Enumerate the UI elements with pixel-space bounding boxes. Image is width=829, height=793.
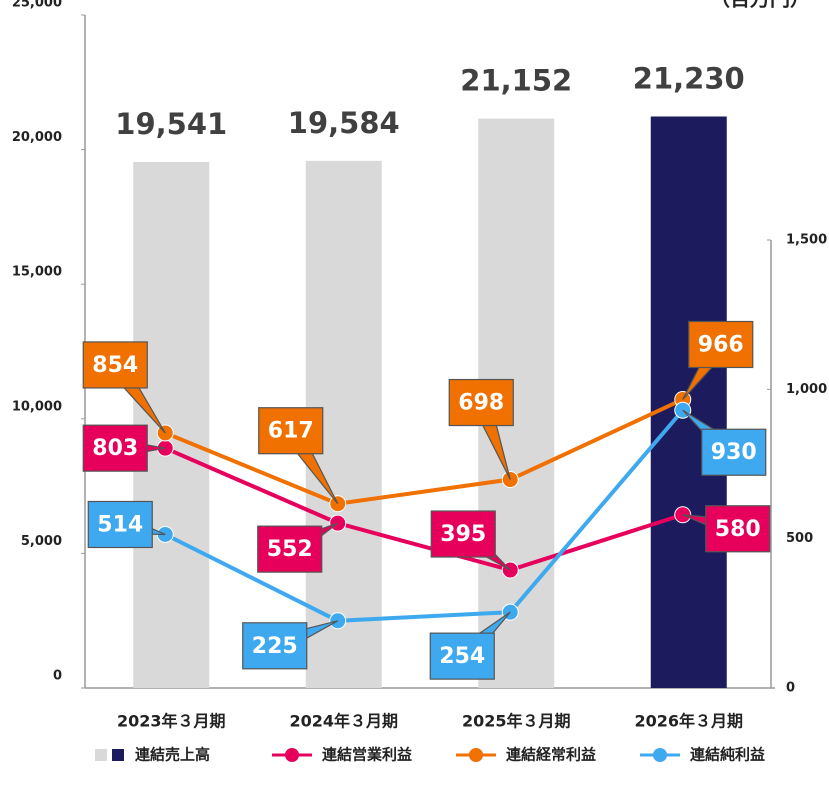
data-label: 698	[458, 391, 504, 416]
y-tick-label: 0	[53, 669, 62, 684]
legend-label: 連結売上高	[135, 746, 210, 764]
callout-box	[242, 622, 308, 670]
callout-box	[701, 428, 767, 476]
y2-tick-label: 0	[786, 681, 795, 696]
y2-tick-label: 1,000	[786, 382, 827, 397]
data-label: 514	[97, 512, 143, 537]
bar-value-label: 21,230	[633, 61, 745, 95]
legend-label: 連結経常利益	[506, 746, 596, 764]
legend-label: 連結営業利益	[322, 746, 412, 764]
data-label: 966	[698, 332, 744, 357]
data-label: 930	[711, 440, 757, 465]
line	[164, 408, 685, 623]
x-tick-label: 2023年３月期	[117, 712, 226, 731]
y-tick-label: 25,000	[12, 0, 62, 11]
unit-label: （百万円）	[710, 0, 810, 11]
data-label: 803	[92, 436, 138, 461]
callout-box	[429, 632, 495, 680]
bar-value-label: 19,541	[115, 107, 227, 141]
legend-marker	[653, 748, 667, 762]
y-tick-label: 10,000	[12, 399, 62, 414]
data-label: 552	[267, 537, 313, 562]
y-tick-label: 5,000	[21, 534, 62, 549]
data-label: 854	[92, 353, 138, 378]
line	[164, 446, 684, 573]
data-label: 617	[268, 419, 314, 444]
callout-box	[87, 500, 153, 549]
line	[164, 397, 684, 506]
callout-box	[688, 320, 754, 369]
y2-tick-label: 500	[786, 531, 813, 546]
bar-value-label: 21,152	[460, 64, 572, 98]
callout-box	[82, 424, 148, 472]
legend-marker	[469, 748, 483, 762]
y2-tick-label: 1,500	[786, 233, 827, 248]
data-label: 225	[252, 634, 298, 659]
callout-box	[82, 341, 148, 389]
data-label: 254	[439, 644, 485, 669]
y-tick-label: 15,000	[12, 265, 62, 280]
callout-box	[257, 525, 323, 573]
legend-label: 連結純利益	[690, 746, 765, 764]
callout-box	[430, 510, 496, 558]
callout-box	[705, 505, 771, 553]
y-tick-label: 20,000	[12, 130, 62, 145]
legend-marker	[285, 748, 299, 762]
data-label: 395	[440, 522, 486, 547]
legend-swatch	[112, 749, 124, 761]
x-tick-label: 2026年３月期	[634, 712, 743, 731]
legend-swatch	[95, 749, 107, 761]
x-tick-label: 2024年３月期	[289, 712, 398, 731]
x-tick-label: 2025年３月期	[462, 712, 571, 731]
callout-box	[258, 407, 324, 455]
bar-value-label: 19,584	[288, 106, 400, 140]
data-label: 580	[715, 517, 761, 542]
callout-box	[448, 378, 514, 427]
